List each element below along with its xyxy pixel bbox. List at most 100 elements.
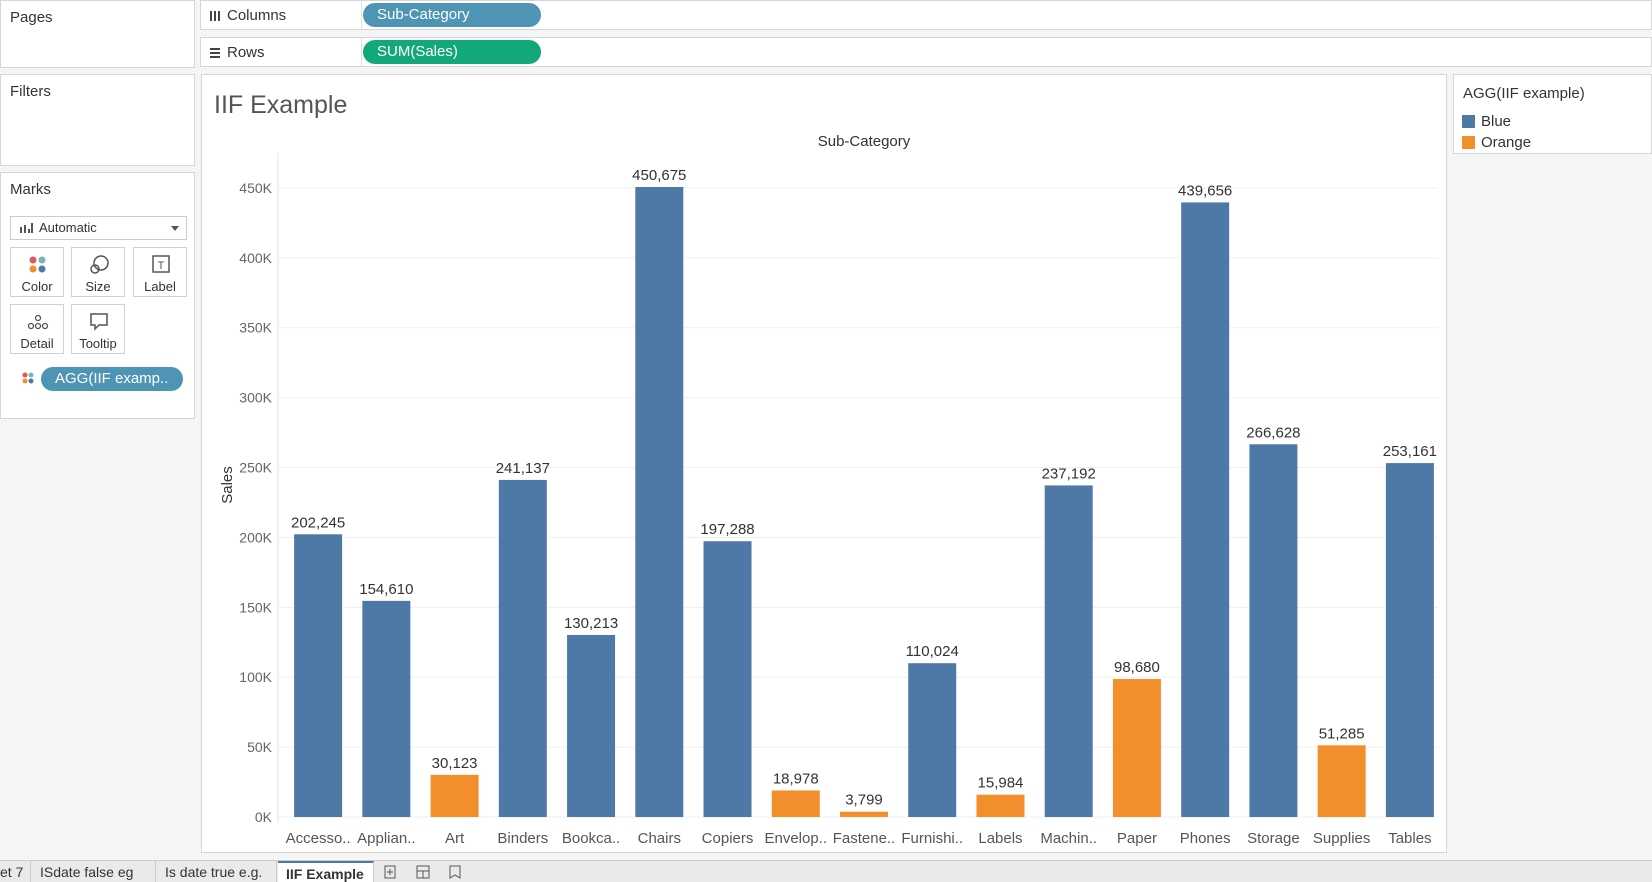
bar[interactable] bbox=[294, 534, 343, 817]
x-tick-label: Paper bbox=[1117, 830, 1157, 847]
bar[interactable] bbox=[1112, 679, 1161, 817]
x-tick-label: Chairs bbox=[638, 830, 681, 847]
legend-item-orange[interactable]: Orange bbox=[1462, 134, 1531, 151]
x-tick-label: Copiers bbox=[702, 830, 754, 847]
sheet-tab-bar: et 7 ISdate false eg Is date true e.g. I… bbox=[0, 860, 1652, 882]
bar[interactable] bbox=[1044, 485, 1093, 817]
marks-card: Marks Automatic Color Size T Label Detai… bbox=[0, 172, 195, 419]
color-button[interactable]: Color bbox=[10, 247, 64, 297]
detail-button[interactable]: Detail bbox=[10, 304, 64, 354]
y-tick-label: 450K bbox=[239, 180, 272, 196]
bar[interactable] bbox=[1317, 745, 1366, 817]
pages-shelf[interactable]: Pages bbox=[0, 0, 195, 68]
columns-shelf[interactable]: Columns Sub-Category bbox=[200, 0, 1652, 30]
color-legend: AGG(IIF example) Blue Orange bbox=[1453, 74, 1652, 154]
sheet-tab[interactable]: et 7 bbox=[0, 861, 31, 882]
bar-chart: IIF Example Sub-Category Sales 0K 50K 100K… bbox=[214, 91, 1438, 847]
legend-swatch bbox=[1462, 136, 1475, 149]
new-dashboard-icon[interactable] bbox=[415, 864, 431, 880]
bar[interactable] bbox=[567, 634, 616, 817]
legend-title: AGG(IIF example) bbox=[1463, 85, 1585, 102]
bar[interactable] bbox=[908, 663, 957, 817]
x-tick-label: Furnishi.. bbox=[901, 830, 963, 847]
sheet-tab-active[interactable]: IIF Example bbox=[278, 861, 374, 882]
x-tick-label: Supplies bbox=[1313, 830, 1371, 847]
label-button-label: Label bbox=[144, 279, 176, 294]
filters-shelf[interactable]: Filters bbox=[0, 74, 195, 166]
sheet-tab[interactable]: Is date true e.g. bbox=[157, 861, 277, 882]
bar-value-label: 237,192 bbox=[1042, 465, 1096, 482]
x-axis-title: Sub-Category bbox=[818, 133, 911, 150]
columns-icon bbox=[210, 10, 220, 21]
x-tick-label: Applian.. bbox=[357, 830, 415, 847]
detail-icon bbox=[27, 314, 49, 330]
bar[interactable] bbox=[703, 541, 752, 817]
columns-label: Columns bbox=[227, 7, 287, 24]
bar[interactable] bbox=[771, 790, 820, 817]
bar[interactable] bbox=[498, 479, 547, 817]
y-tick-label: 250K bbox=[239, 460, 272, 476]
bar[interactable] bbox=[1181, 202, 1230, 817]
bar-value-label: 51,285 bbox=[1319, 725, 1365, 742]
y-tick-label: 200K bbox=[239, 529, 272, 545]
x-tick-label: Accesso.. bbox=[286, 830, 351, 847]
label-button[interactable]: T Label bbox=[133, 247, 187, 297]
svg-text:T: T bbox=[158, 260, 165, 272]
rows-pill-sum-sales[interactable]: SUM(Sales) bbox=[363, 40, 541, 64]
y-axis-title: Sales bbox=[219, 466, 236, 504]
y-tick-label: 400K bbox=[239, 250, 272, 266]
detail-button-label: Detail bbox=[20, 336, 54, 351]
new-worksheet-icon[interactable] bbox=[383, 864, 399, 880]
y-tick-label: 350K bbox=[239, 320, 272, 336]
view-area: IIF Example Sub-Category Sales 0K 50K 100K… bbox=[201, 74, 1447, 853]
size-button-label: Size bbox=[85, 279, 111, 294]
mark-type-dropdown[interactable]: Automatic bbox=[10, 216, 187, 240]
bar-value-label: 3,799 bbox=[845, 792, 883, 809]
x-tick-label: Machin.. bbox=[1040, 830, 1097, 847]
bar-value-label: 450,675 bbox=[632, 167, 686, 184]
color-icon bbox=[29, 256, 46, 273]
x-tick-label: Art bbox=[445, 830, 465, 847]
sheet-title: IIF Example bbox=[214, 91, 347, 119]
bar[interactable] bbox=[976, 794, 1025, 817]
size-button[interactable]: Size bbox=[71, 247, 125, 297]
filters-label: Filters bbox=[10, 83, 51, 100]
columns-pill-sub-category[interactable]: Sub-Category bbox=[363, 3, 541, 27]
bar[interactable] bbox=[635, 187, 684, 817]
shelf-divider bbox=[361, 1, 362, 29]
bar-value-label: 197,288 bbox=[700, 521, 754, 538]
tooltip-button-label: Tooltip bbox=[79, 336, 117, 351]
x-tick-label: Bookca.. bbox=[562, 830, 620, 847]
bar-value-label: 439,656 bbox=[1178, 182, 1232, 199]
bar-value-label: 30,123 bbox=[432, 755, 478, 772]
size-icon bbox=[90, 255, 109, 274]
sheet-tab[interactable]: ISdate false eg bbox=[32, 861, 156, 882]
bar[interactable] bbox=[430, 774, 479, 817]
x-tick-label: Envelop.. bbox=[764, 830, 827, 847]
x-tick-label: Storage bbox=[1247, 830, 1300, 847]
rows-shelf-label: Rows bbox=[209, 44, 265, 61]
x-tick-label: Fastene.. bbox=[833, 830, 896, 847]
new-story-icon[interactable] bbox=[447, 864, 463, 880]
tooltip-button[interactable]: Tooltip bbox=[71, 304, 125, 354]
chevron-down-icon bbox=[171, 226, 179, 231]
bar-value-label: 266,628 bbox=[1246, 424, 1300, 441]
x-tick-label: Labels bbox=[978, 830, 1022, 847]
marks-label: Marks bbox=[10, 181, 51, 198]
bar-value-label: 241,137 bbox=[496, 460, 550, 477]
y-tick-label: 0K bbox=[255, 809, 273, 825]
bar-value-label: 202,245 bbox=[291, 514, 345, 531]
pages-label: Pages bbox=[10, 9, 53, 26]
legend-item-label: Orange bbox=[1481, 134, 1532, 151]
y-tick-label: 100K bbox=[239, 669, 272, 685]
bar[interactable] bbox=[362, 600, 411, 817]
legend-item-blue[interactable]: Blue bbox=[1462, 113, 1511, 130]
x-tick-label: Phones bbox=[1180, 830, 1231, 847]
rows-shelf[interactable]: Rows SUM(Sales) bbox=[200, 37, 1652, 67]
color-pill-agg-iif[interactable]: AGG(IIF examp.. bbox=[41, 367, 183, 391]
bar[interactable] bbox=[840, 811, 888, 817]
bar[interactable] bbox=[1385, 463, 1434, 817]
bar-value-label: 110,024 bbox=[906, 643, 959, 660]
bar[interactable] bbox=[1249, 444, 1298, 817]
bar-value-label: 18,978 bbox=[773, 770, 819, 787]
